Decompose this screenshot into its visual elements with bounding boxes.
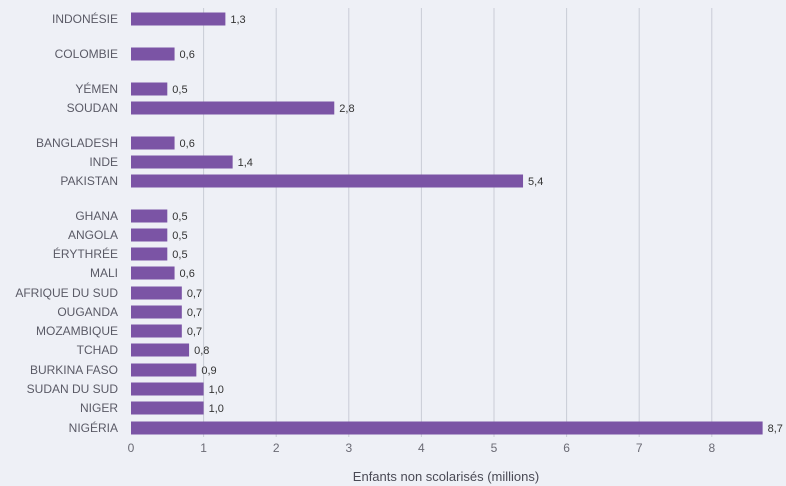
category-label: AFRIQUE DU SUD — [15, 286, 118, 300]
x-tick-label: 2 — [273, 441, 280, 455]
bar — [131, 401, 204, 415]
value-label: 0,7 — [187, 307, 202, 319]
value-label: 0,6 — [180, 138, 195, 150]
value-label: 1,3 — [230, 14, 245, 26]
category-label: BURKINA FASO — [30, 363, 118, 377]
bar — [131, 47, 175, 61]
bar — [131, 155, 233, 169]
x-tick-label: 8 — [708, 441, 715, 455]
category-label: SUDAN DU SUD — [27, 382, 119, 396]
category-label: SOUDAN — [67, 101, 118, 115]
x-tick-label: 5 — [491, 441, 498, 455]
category-label: INDE — [89, 155, 118, 169]
category-label: NIGÉRIA — [69, 420, 118, 435]
value-label: 0,7 — [187, 288, 202, 300]
x-tick-label: 0 — [128, 441, 135, 455]
value-labels: 1,3 0,6 0,5 2,8 0,6 1,4 5,4 0,5 0,5 0,5 0,6 0,7 0,7 0… — [172, 14, 783, 435]
bar — [131, 305, 182, 319]
x-tick-label: 3 — [345, 441, 352, 455]
value-label: 0,7 — [187, 326, 202, 338]
bar — [131, 266, 175, 280]
bar — [131, 324, 182, 338]
x-tick-label: 4 — [418, 441, 425, 455]
x-tick-label: 7 — [636, 441, 643, 455]
value-label: 2,8 — [339, 103, 354, 115]
value-label: 1,0 — [209, 384, 224, 396]
gridlines — [203, 8, 713, 437]
bar — [131, 209, 168, 223]
category-labels: INDONÉSIE COLOMBIE YÉMEN SOUDAN BANGLADESH IN… — [15, 11, 118, 435]
category-label: COLOMBIE — [55, 47, 118, 61]
bar — [131, 421, 763, 435]
value-label: 1,0 — [209, 403, 224, 415]
category-label: MALI — [90, 266, 118, 280]
bar — [131, 82, 168, 96]
category-label: ANGOLA — [68, 228, 118, 242]
bar — [131, 174, 524, 188]
x-axis-title: Enfants non scolarisés (millions) — [353, 469, 539, 484]
x-tick-label: 6 — [563, 441, 570, 455]
category-label: ÉRYTHRÉE — [53, 246, 118, 261]
value-label: 5,4 — [528, 176, 543, 188]
x-tick-labels: 0 1 2 3 4 5 6 7 8 — [128, 441, 716, 455]
value-label: 0,5 — [172, 249, 187, 261]
value-label: 0,5 — [172, 230, 187, 242]
bar — [131, 12, 226, 26]
bar — [131, 136, 175, 150]
value-label: 0,8 — [194, 345, 209, 357]
value-label: 1,4 — [238, 157, 253, 169]
category-label: BANGLADESH — [36, 136, 118, 150]
category-label: MOZAMBIQUE — [36, 324, 118, 338]
bar — [131, 343, 190, 357]
bar — [131, 286, 182, 300]
bar — [131, 382, 204, 396]
category-label: NIGER — [80, 401, 118, 415]
value-label: 0,9 — [201, 365, 216, 377]
category-label: TCHAD — [77, 343, 119, 357]
value-label: 0,5 — [172, 84, 187, 96]
value-label: 0,6 — [180, 49, 195, 61]
category-label: INDONÉSIE — [52, 11, 118, 26]
category-label: GHANA — [75, 209, 118, 223]
bar — [131, 101, 335, 115]
value-label: 0,5 — [172, 211, 187, 223]
category-label: YÉMEN — [75, 81, 118, 96]
bars — [131, 12, 763, 435]
bar — [131, 363, 197, 377]
category-label: OUGANDA — [57, 305, 118, 319]
bar — [131, 228, 168, 242]
value-label: 0,6 — [180, 268, 195, 280]
category-label: PAKISTAN — [60, 174, 118, 188]
value-label: 8,7 — [768, 423, 783, 435]
x-tick-label: 1 — [200, 441, 207, 455]
bar — [131, 247, 168, 261]
